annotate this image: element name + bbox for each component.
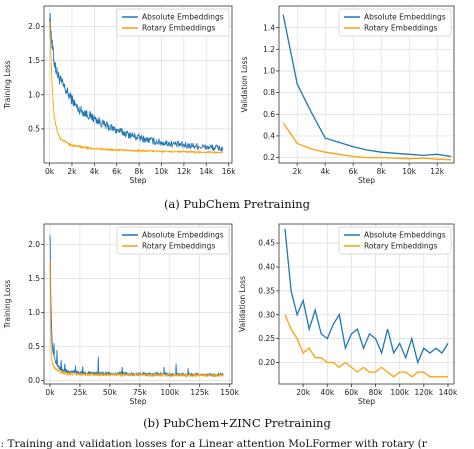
- x-tick-label: 2k: [67, 167, 77, 176]
- chart-b-training-loss: 0k 25k 50k 75k 100k 125k 150k 0.0 0.5 1.0 1.5 2.0 St…: [3, 223, 240, 406]
- chart-a-validation-loss: 2k 4k 6k 8k 10k 12k 0.2 0.4 0.6 0.8 1.0 1.2 1.4 Step V…: [240, 5, 455, 185]
- y-axis-label: Validation Loss: [238, 276, 247, 332]
- series-line-absolute: [49, 12, 224, 152]
- y-tick-label: 1.5: [28, 56, 40, 65]
- x-tick-label: 2k: [293, 167, 303, 176]
- legend-box: [116, 8, 230, 37]
- legend-entry: Absolute Embeddings: [142, 231, 224, 240]
- x-tick-label: 75k: [133, 388, 148, 397]
- x-tick-label: 6k: [349, 167, 359, 176]
- x-tick-label: 60k: [344, 388, 359, 397]
- y-tick-label: 0.45: [258, 239, 275, 248]
- series-line-rotary: [49, 21, 224, 155]
- y-tick-label: 0.25: [258, 334, 275, 343]
- x-tick-label: 40k: [320, 388, 335, 397]
- x-tick-label: 6k: [112, 167, 122, 176]
- y-tick-label: 1.0: [28, 90, 40, 99]
- y-tick-label: 0.5: [28, 342, 40, 351]
- y-tick-label: 1.5: [28, 274, 40, 283]
- axes-frame: [43, 5, 233, 164]
- x-tick-label: 140k: [439, 388, 458, 397]
- truncated-figure-caption: 1: Training and validation losses for a …: [0, 438, 428, 449]
- x-tick-label: 20k: [296, 388, 311, 397]
- axes-frame: [278, 5, 455, 164]
- caption-a: (a) PubChem Pretraining: [164, 197, 311, 211]
- y-axis-label: Validation Loss: [240, 56, 249, 112]
- series-line-absolute: [282, 14, 452, 158]
- x-tick-label: 25k: [73, 388, 88, 397]
- x-tick-label: 4k: [90, 167, 100, 176]
- chart-a-training-loss: 0k 2k 4k 6k 8k 10k 12k 14k 16k 0.5 1.0 1.5 2.0 Step Tr…: [3, 5, 237, 185]
- x-tick-label: 0k: [45, 167, 55, 176]
- y-tick-label: 0.6: [263, 110, 275, 119]
- axes-frame: [43, 223, 233, 385]
- x-tick-label: 12k: [177, 167, 192, 176]
- legend-entry: Rotary Embeddings: [364, 24, 437, 33]
- x-tick-label: 100k: [390, 388, 409, 397]
- y-tick-label: 0.2: [263, 153, 275, 162]
- x-tick-label: 10k: [155, 167, 170, 176]
- y-tick-label: 1.0: [28, 308, 40, 317]
- x-tick-label: 8k: [377, 167, 387, 176]
- x-tick-label: 16k: [222, 167, 237, 176]
- y-tick-label: 0.40: [258, 263, 275, 272]
- y-tick-label: 0.4: [263, 132, 275, 141]
- y-tick-label: 0.5: [28, 124, 40, 133]
- x-tick-label: 100k: [160, 388, 179, 397]
- y-axis-label: Training Loss: [3, 280, 12, 330]
- legend-entry: Absolute Embeddings: [142, 13, 224, 22]
- series-line-absolute: [284, 228, 449, 365]
- series-line-rotary: [284, 314, 448, 378]
- caption-b: (b) PubChem+ZINC Pretraining: [143, 416, 331, 430]
- legend-entry: Rotary Embeddings: [142, 242, 215, 251]
- y-axis-label: Training Loss: [3, 60, 12, 110]
- series-line-absolute: [49, 235, 224, 378]
- y-tick-label: 0.35: [258, 286, 275, 295]
- x-tick-label: 120k: [414, 388, 433, 397]
- x-axis-label: Step: [358, 397, 375, 406]
- series-line-rotary: [282, 122, 452, 161]
- y-tick-label: 1.4: [263, 23, 275, 32]
- x-tick-label: 8k: [135, 167, 145, 176]
- y-tick-label: 0.20: [258, 358, 275, 367]
- y-tick-label: 0.30: [258, 310, 275, 319]
- y-tick-label: 1.0: [263, 67, 275, 76]
- y-tick-label: 2.0: [28, 240, 40, 249]
- legend-box: [338, 226, 452, 255]
- chart-b-validation-loss: 20k 40k 60k 80k 100k 120k 140k 0.20 0.25 0.30 0.35…: [238, 223, 458, 406]
- x-axis-label: Step: [129, 176, 146, 185]
- legend-box: [116, 226, 230, 255]
- x-tick-label: 12k: [430, 167, 445, 176]
- x-tick-label: 0k: [45, 388, 55, 397]
- x-tick-label: 80k: [369, 388, 384, 397]
- legend-entry: Rotary Embeddings: [142, 24, 215, 33]
- y-tick-label: 2.0: [28, 22, 40, 31]
- x-tick-label: 4k: [321, 167, 331, 176]
- x-tick-label: 150k: [220, 388, 239, 397]
- axes-frame: [278, 223, 455, 385]
- x-tick-label: 14k: [199, 167, 214, 176]
- series-line-rotary: [49, 260, 224, 378]
- legend-entry: Absolute Embeddings: [364, 231, 446, 240]
- legend-entry: Rotary Embeddings: [364, 242, 437, 251]
- x-tick-label: 50k: [103, 388, 118, 397]
- x-tick-label: 10k: [402, 167, 417, 176]
- y-tick-label: 0.8: [263, 88, 275, 97]
- x-axis-label: Step: [129, 397, 146, 406]
- x-tick-label: 125k: [190, 388, 209, 397]
- x-axis-label: Step: [358, 176, 375, 185]
- legend-box: [338, 8, 452, 37]
- legend-entry: Absolute Embeddings: [364, 13, 446, 22]
- y-tick-label: 1.2: [263, 45, 275, 54]
- y-tick-label: 0.0: [28, 376, 40, 385]
